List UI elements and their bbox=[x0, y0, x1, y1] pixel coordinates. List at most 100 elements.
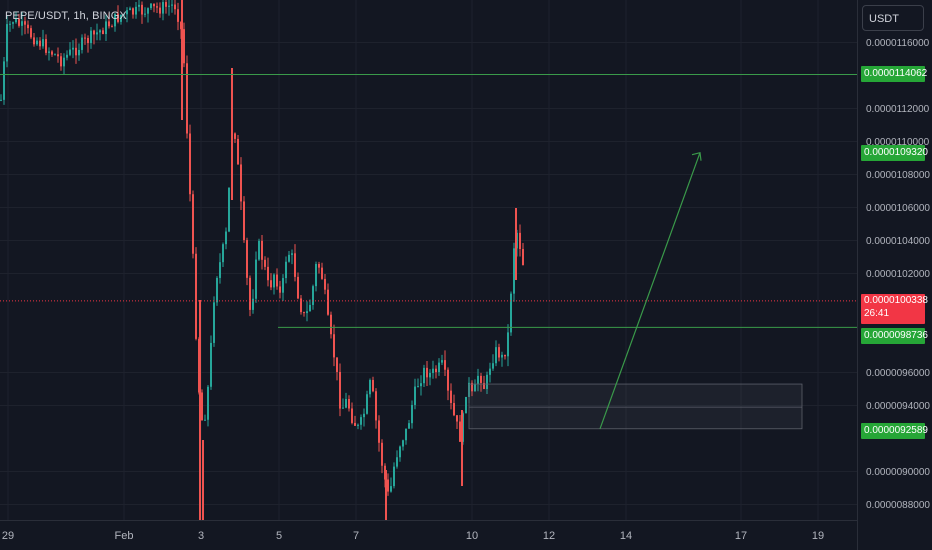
candle-body bbox=[366, 394, 368, 414]
candle-body bbox=[480, 375, 482, 383]
candle-body bbox=[375, 391, 377, 421]
price-tag-level-top: 0.0000114062 bbox=[861, 66, 927, 82]
candle-body bbox=[438, 362, 440, 373]
candle-body bbox=[339, 372, 341, 409]
candle-body bbox=[483, 382, 485, 389]
candle-body bbox=[501, 354, 503, 358]
candle-body bbox=[252, 298, 254, 310]
candle-body bbox=[192, 194, 194, 254]
candle-body bbox=[222, 244, 224, 263]
candle-body bbox=[213, 302, 215, 343]
candle-body bbox=[243, 201, 245, 241]
candle-body bbox=[249, 277, 251, 310]
candle-body bbox=[69, 49, 71, 55]
candle-body bbox=[138, 4, 140, 7]
candle-body bbox=[228, 187, 230, 232]
candle-body bbox=[411, 404, 413, 424]
candle-body bbox=[171, 4, 173, 6]
y-tick-label: 0.0000116000 bbox=[866, 38, 930, 49]
y-tick-label: 0.0000112000 bbox=[866, 104, 930, 115]
candle-body bbox=[348, 399, 350, 409]
y-tick-label: 0.0000090000 bbox=[866, 467, 930, 478]
candle-body bbox=[435, 368, 437, 373]
grid bbox=[0, 0, 858, 550]
candle-body bbox=[81, 37, 83, 50]
candle-body bbox=[3, 61, 5, 100]
candle-body bbox=[342, 407, 344, 409]
candle-body bbox=[45, 39, 47, 53]
candle-body bbox=[117, 13, 119, 22]
candle-body bbox=[9, 23, 11, 25]
candle-body bbox=[408, 423, 410, 429]
candle-body bbox=[420, 383, 422, 387]
candle-body bbox=[210, 342, 212, 387]
candle-body bbox=[453, 403, 455, 416]
candle-body bbox=[195, 253, 197, 339]
candle-body bbox=[345, 399, 347, 408]
candle-body bbox=[360, 417, 362, 425]
candle-body bbox=[33, 37, 35, 45]
currency-button[interactable]: USDT bbox=[862, 5, 924, 31]
candle-body bbox=[66, 54, 68, 58]
candle-body bbox=[216, 277, 218, 303]
y-tick-label: 0.0000110000 bbox=[866, 137, 930, 148]
candle-body bbox=[63, 57, 65, 67]
candle-body bbox=[150, 3, 152, 9]
candle-body bbox=[513, 248, 515, 294]
candle-body bbox=[459, 421, 461, 442]
candle-body bbox=[255, 259, 257, 299]
candle-body bbox=[159, 7, 161, 14]
zone-rectangle bbox=[468, 383, 803, 430]
candle-body bbox=[519, 232, 521, 250]
candle-body bbox=[51, 51, 53, 55]
candle-body bbox=[282, 278, 284, 293]
candle-body bbox=[321, 267, 323, 279]
candle-body bbox=[123, 14, 125, 16]
candle-body bbox=[387, 479, 389, 492]
candle-body bbox=[153, 3, 155, 7]
candle-body bbox=[111, 26, 113, 28]
candle-body bbox=[261, 240, 263, 260]
candle-body bbox=[276, 274, 278, 287]
candle-body bbox=[0, 99, 2, 101]
x-tick-label: 7 bbox=[353, 530, 359, 542]
candle-body bbox=[417, 386, 419, 388]
candle-body bbox=[471, 382, 473, 392]
candle-body bbox=[246, 240, 248, 278]
candle-body bbox=[75, 47, 77, 56]
y-tick-label: 0.0000102000 bbox=[866, 269, 930, 280]
candle-body bbox=[315, 263, 317, 287]
candle-body bbox=[84, 37, 86, 39]
candle-body bbox=[381, 442, 383, 466]
candle-body bbox=[318, 263, 320, 268]
candle-body bbox=[444, 360, 446, 370]
candle-body bbox=[57, 54, 59, 57]
candle-body bbox=[141, 4, 143, 15]
x-tick-label: 10 bbox=[466, 530, 478, 542]
countdown-text: 26:41 bbox=[864, 308, 890, 319]
candle-body bbox=[465, 396, 467, 414]
candle-body bbox=[429, 372, 431, 378]
candle-body bbox=[30, 28, 32, 38]
x-tick-label: 29 bbox=[2, 530, 14, 542]
last-price-text: 0.0000100338 bbox=[864, 295, 928, 306]
price-tag-target: 0.0000109320 bbox=[861, 145, 928, 161]
candle-body bbox=[492, 363, 494, 369]
candle-body bbox=[114, 13, 116, 27]
candle-body bbox=[87, 38, 89, 44]
candle-body bbox=[21, 21, 23, 26]
candle-body bbox=[225, 231, 227, 245]
candle-body bbox=[279, 286, 281, 293]
candle-body bbox=[183, 29, 185, 64]
candle-body bbox=[219, 262, 221, 278]
candle-body bbox=[441, 360, 443, 363]
candle-body bbox=[54, 54, 56, 56]
candle-body bbox=[27, 24, 29, 29]
candle-body bbox=[270, 280, 272, 288]
arrow-head bbox=[691, 151, 702, 161]
x-tick-label: 5 bbox=[276, 530, 282, 542]
y-tick-label: 0.0000088000 bbox=[866, 500, 930, 511]
candle-body bbox=[372, 380, 374, 392]
